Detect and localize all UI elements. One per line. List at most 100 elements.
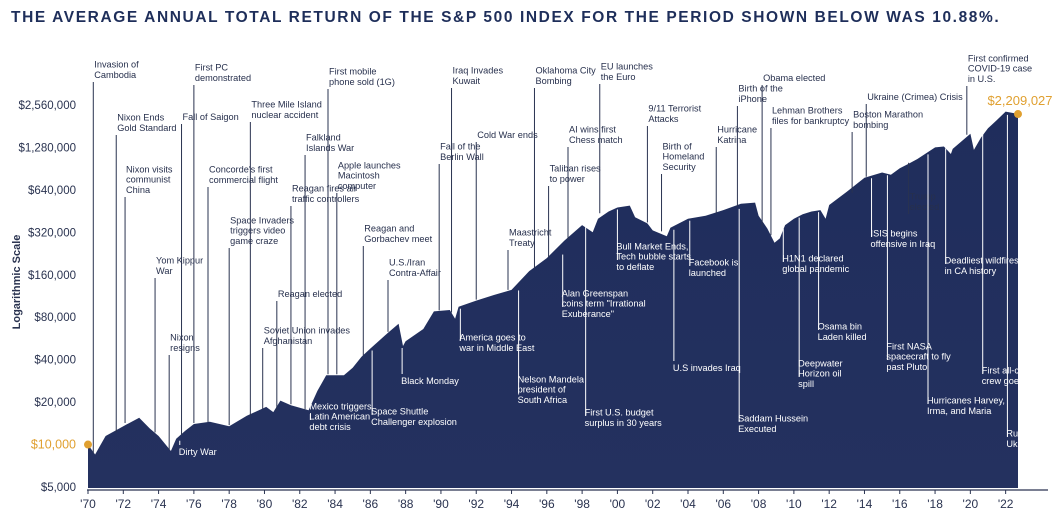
annotation: First confirmed COVID-19 case in U.S. <box>966 53 1032 135</box>
annotation: Alan Greenspan coins term "Irrational Exub… <box>562 254 646 319</box>
annotation: Invasion of Cambodia <box>92 60 139 454</box>
annotation: Birth of Homeland Security <box>661 141 705 232</box>
annotation-label: Ukraine (Crimea) Crisis <box>867 92 963 102</box>
annotation-label: Bull Market Ends, Tech bubble starts to de… <box>616 241 691 272</box>
annotation: Dirty War <box>179 440 217 457</box>
annotation: U.S invades Iraq <box>673 229 741 373</box>
annotation: Space Invaders triggers video game craze <box>228 215 294 426</box>
annotation: Russia invadesUkraine <box>1006 114 1062 449</box>
annotation-label: Deepwater Horizon oil spill <box>798 358 842 389</box>
annotation-label: Black Monday <box>401 376 459 386</box>
annotation-label: EU launches the Euro <box>601 62 653 82</box>
annotation: Falkland Islands War <box>304 133 354 410</box>
area-layer <box>88 111 1018 488</box>
y-tick-label: $10,000 <box>31 438 76 452</box>
annotation-label: U.S./Iran Contra-Affair <box>389 258 441 278</box>
annotation-label: Invasion of Cambodia <box>94 60 139 80</box>
annotation-label: First mobile phone sold (1G) <box>329 67 395 87</box>
annotation-label: Space Shuttle Challenger explosion <box>371 407 457 427</box>
annotation: Space Shuttle Challenger explosion <box>371 350 457 427</box>
x-tick-label: '78 <box>221 497 237 511</box>
annotation-label: Hurricanes Harvey, Irma, and Maria <box>927 396 1005 416</box>
annotation: Concorde's first commercial flight <box>207 165 278 423</box>
annotation: Taliban rises to power <box>548 164 601 258</box>
x-tick-label: '04 <box>680 497 696 511</box>
annotation-label: Birth of the iPhone <box>738 84 782 104</box>
x-tick-label: '94 <box>504 497 520 511</box>
x-tick-label: '16 <box>892 497 908 511</box>
annotation: 9/11 Terrorist Attacks <box>646 104 702 223</box>
annotation-label: Nixon visits communist China <box>126 164 173 195</box>
annotation: Boston Marathon bombing <box>851 110 923 193</box>
x-tick-label: '98 <box>574 497 590 511</box>
x-tick-label: '76 <box>186 497 202 511</box>
annotation-label: Nixon Ends Gold Standard <box>117 113 176 133</box>
x-tick-label: '84 <box>327 497 343 511</box>
annotation: Lehman Brothers files for bankruptcy <box>770 106 849 236</box>
annotation: Hurricanes Harvey, Irma, and Maria <box>927 154 1005 416</box>
annotation: Obama elected <box>761 73 825 228</box>
chart-title: THE AVERAGE ANNUAL TOTAL RETURN OF THE S… <box>11 9 1001 26</box>
annotation-label: Saddam Hussein Executed <box>738 414 808 434</box>
x-tick-label: '82 <box>292 497 308 511</box>
annotation: Bull Market Ends, Tech bubble starts to de… <box>616 209 691 272</box>
annotation: Facebook is launched <box>689 220 739 278</box>
annotation-label: Obama elected <box>763 73 825 83</box>
annotation: Nixon Ends Gold Standard <box>115 113 176 433</box>
annotation-label: America goes to war in Middle East <box>458 333 535 353</box>
annotation: First mobile phone sold (1G) <box>327 67 395 375</box>
annotation: Nixon visits communist China <box>124 164 173 423</box>
annotation: AI wins first Chess match <box>567 125 623 240</box>
annotation: Deadliest wildfires in CA history <box>945 148 1019 276</box>
annotation-label: Falkland Islands War <box>306 133 354 153</box>
annotation-label: Soviet Union invades Afghanistan <box>264 326 351 346</box>
annotation-label: First PC demonstrated <box>195 63 251 83</box>
x-tick-label: '14 <box>857 497 873 511</box>
annotation-label: Oklahoma City Bombing <box>535 66 596 86</box>
annotation-label: Deadliest wildfires in CA history <box>945 256 1019 276</box>
x-tick-label: '20 <box>963 497 979 511</box>
annotation: First U.S. budget surplus in 30 years <box>585 227 663 428</box>
annotation: Yom Kippur War <box>154 256 203 433</box>
axes-layer: '70 '72 '74 '76 '78 '80 '82 '84 '86 '88 '90 '92 '94 '… <box>18 100 1048 511</box>
x-tick-label: '22 <box>998 497 1014 511</box>
annotation: HurricaneKatrina <box>715 125 757 214</box>
x-tick-label: '72 <box>115 497 131 511</box>
annotation: Birth of the iPhone <box>736 84 783 207</box>
y-tick-label: $1,280,000 <box>18 142 76 154</box>
annotation: Ukraine (Crimea) Crisis <box>865 92 963 177</box>
annotation: Black Monday <box>401 348 459 386</box>
y-axis-label: Logarithmic Scale <box>11 235 23 330</box>
x-tick-label: '10 <box>786 497 802 511</box>
x-tick-label: '12 <box>821 497 837 511</box>
annotations-layer: Invasion of Cambodia Nixon Ends Gold Standa… <box>92 53 1062 457</box>
annotation-label: 9/11 Terrorist Attacks <box>648 104 701 124</box>
annotation-label: U.S invades Iraq <box>673 363 741 373</box>
y-tick-label: $40,000 <box>34 355 76 367</box>
annotation-label: Birth of Homeland Security <box>663 141 705 172</box>
annotation-label: Nixonresigns <box>170 333 200 353</box>
annotation-label: Maastricht Treaty <box>509 228 552 248</box>
x-tick-label: '88 <box>398 497 414 511</box>
annotation-label: Yom Kippur War <box>156 256 203 276</box>
annotation-label: Russia invadesUkraine <box>1006 429 1062 449</box>
y-tick-label: $320,000 <box>28 227 76 239</box>
annotation: First NASA spacecraft to fly past Pluto <box>886 175 951 372</box>
annotation: Iraq Invades Kuwait <box>451 66 503 313</box>
y-tick-label: $160,000 <box>28 270 76 282</box>
annotation-label: Apple launches Macintosh computer <box>338 160 401 191</box>
annotation-label: Concorde's first commercial flight <box>209 165 278 185</box>
annotation: First all-civilian crew goes to space <box>982 133 1061 386</box>
annotation-label: First U.S. budget surplus in 30 years <box>585 408 663 428</box>
annotation: Deepwater Horizon oil spill <box>798 217 843 389</box>
annotation-label: Facebook is launched <box>689 258 739 278</box>
annotation-label: Fall of the Berlin Wall <box>440 142 484 162</box>
end-value-marker <box>1014 110 1022 119</box>
annotation: EU launches the Euro <box>599 62 653 214</box>
annotation: America goes to war in Middle East <box>458 308 535 353</box>
annotation-label: Reagan fires air traffic controllers <box>292 184 360 204</box>
x-tick-label: '08 <box>751 497 767 511</box>
annotation: Three Mile Island nuclear accident <box>249 100 322 417</box>
annotation: Fall of Saigon <box>181 112 239 435</box>
